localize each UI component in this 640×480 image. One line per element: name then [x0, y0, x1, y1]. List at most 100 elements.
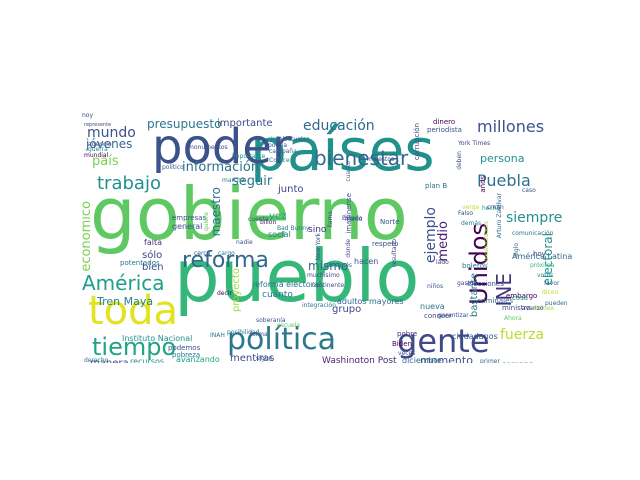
cloud-word: reforma electoral	[252, 280, 322, 289]
cloud-word: gente	[397, 322, 490, 360]
cloud-word: diciembre	[402, 356, 442, 364]
cloud-word: mundial	[84, 152, 109, 159]
cloud-word: gobierno	[90, 172, 408, 256]
cloud-word: guerra	[88, 146, 108, 153]
cloud-word: decir	[217, 290, 232, 297]
cloud-word: INAH	[210, 332, 225, 339]
cloud-word: cuenta	[248, 216, 269, 223]
cloud-word: dinero	[433, 118, 456, 126]
cloud-word: social	[268, 230, 291, 239]
cloud-word: primer	[480, 358, 500, 364]
cloud-word: respeto	[372, 240, 399, 248]
cloud-word: integración	[302, 302, 336, 309]
cloud-word: crean	[487, 204, 504, 211]
cloud-word: reforma	[182, 248, 269, 273]
cloud-word: Arturo Zaldívar	[496, 193, 503, 239]
cloud-word: Puebla	[477, 171, 531, 190]
cloud-word: semana	[502, 361, 534, 364]
cloud-word: hacen	[354, 257, 379, 266]
cloud-word: hecho	[482, 205, 501, 212]
cloud-word: mundo	[87, 125, 136, 141]
cloud-word: comunicación	[512, 230, 554, 237]
cloud-word: bienestar	[314, 146, 409, 170]
cloud-word: proyecto	[231, 268, 242, 312]
cloud-word: política	[227, 322, 337, 357]
cloud-word: Bad Bunny	[277, 225, 310, 232]
cloud-word: cosa	[512, 294, 529, 302]
cloud-word: corrupción	[413, 123, 421, 161]
cloud-word: bien	[142, 262, 164, 273]
cloud-word: gasto	[457, 280, 474, 287]
cloud-word: forma	[250, 331, 268, 338]
cloud-word: tiempo	[92, 333, 177, 361]
cloud-word: dicen	[542, 289, 559, 296]
cloud-word: hoy	[82, 113, 94, 119]
cloud-word: América	[82, 271, 165, 295]
cloud-word: molestos	[367, 156, 395, 163]
cloud-word: general	[172, 222, 203, 231]
cloud-word: hoy	[533, 250, 546, 258]
cloud-word: imagínense	[345, 193, 353, 234]
cloud-word: deben	[456, 151, 463, 170]
cloud-word: campaña	[269, 148, 297, 155]
cloud-word: Cofece	[269, 157, 290, 164]
cloud-word: caso	[522, 187, 536, 194]
cloud-word: empresas	[172, 214, 207, 222]
cloud-word: seguir	[232, 174, 273, 189]
cloud-word: político	[162, 164, 184, 171]
cloud-word: información	[182, 160, 260, 175]
cloud-word: Estado	[342, 215, 363, 222]
cloud-word: jóvenes	[86, 137, 133, 151]
cloud-word: Instituto Nacional	[122, 334, 193, 343]
cloud-word: maestro	[209, 187, 223, 237]
cloud-word: mismo	[308, 259, 349, 273]
cloud-word: conservadores	[483, 221, 490, 265]
cloud-word: pobreza	[172, 351, 201, 359]
cloud-word: América Latina	[512, 252, 573, 261]
cloud-word: cuánto	[262, 290, 293, 300]
cloud-word: cargo	[218, 250, 235, 257]
cloud-word: sigue	[256, 355, 273, 362]
cloud-word: agencia	[88, 141, 112, 148]
cloud-word: nadie	[236, 239, 253, 246]
cloud-word: embargo	[506, 292, 538, 300]
cloud-word: presupuesto	[147, 117, 222, 131]
cloud-word: represente	[84, 122, 112, 128]
cloud-word: trabajo	[97, 173, 161, 194]
cloud-word: educación	[303, 118, 375, 134]
cloud-word: plan B	[425, 182, 448, 190]
cloud-word: boletos	[462, 262, 488, 270]
cloud-word: favor	[544, 280, 560, 287]
cloud-word: toda	[88, 288, 179, 334]
cloud-word: resultado	[391, 239, 398, 268]
cloud-word: demás	[461, 220, 482, 227]
cloud-word: siglo	[513, 243, 520, 257]
cloud-word: marcha	[222, 177, 245, 184]
cloud-word: podría	[268, 142, 288, 149]
cloud-word: monumentos	[188, 144, 228, 151]
cloud-word: llama	[327, 211, 334, 228]
cloud-word: New York	[315, 233, 322, 261]
cloud-word: continente	[312, 282, 345, 289]
cloud-word: Pemex	[534, 305, 555, 312]
cloud-word: pobre	[397, 330, 418, 338]
cloud-word: sólo	[142, 250, 163, 261]
cloud-word: adultos mayores	[337, 297, 404, 306]
cloud-word: próxima	[530, 262, 555, 269]
cloud-word: después	[327, 262, 353, 269]
cloud-word: periodista	[427, 126, 462, 134]
cloud-word: importante	[232, 153, 266, 160]
cloud-word: falta	[144, 238, 162, 247]
cloud-word: medio	[436, 221, 451, 262]
cloud-word: ciudadanos	[452, 332, 498, 341]
cloud-word: Norte	[380, 218, 400, 226]
cloud-word: elecciones	[467, 280, 504, 288]
cloud-word: años	[479, 176, 487, 193]
cloud-word: cerca	[194, 250, 211, 257]
word-cloud: gobierno pueblo países poder toda gente políti…	[82, 113, 577, 363]
cloud-word: votos	[537, 272, 554, 279]
cloud-word: verga	[462, 204, 480, 211]
cloud-word: intelectuales	[271, 136, 310, 143]
cloud-word: posibilidad	[227, 329, 260, 336]
cloud-word: Tren Maya	[97, 295, 154, 308]
